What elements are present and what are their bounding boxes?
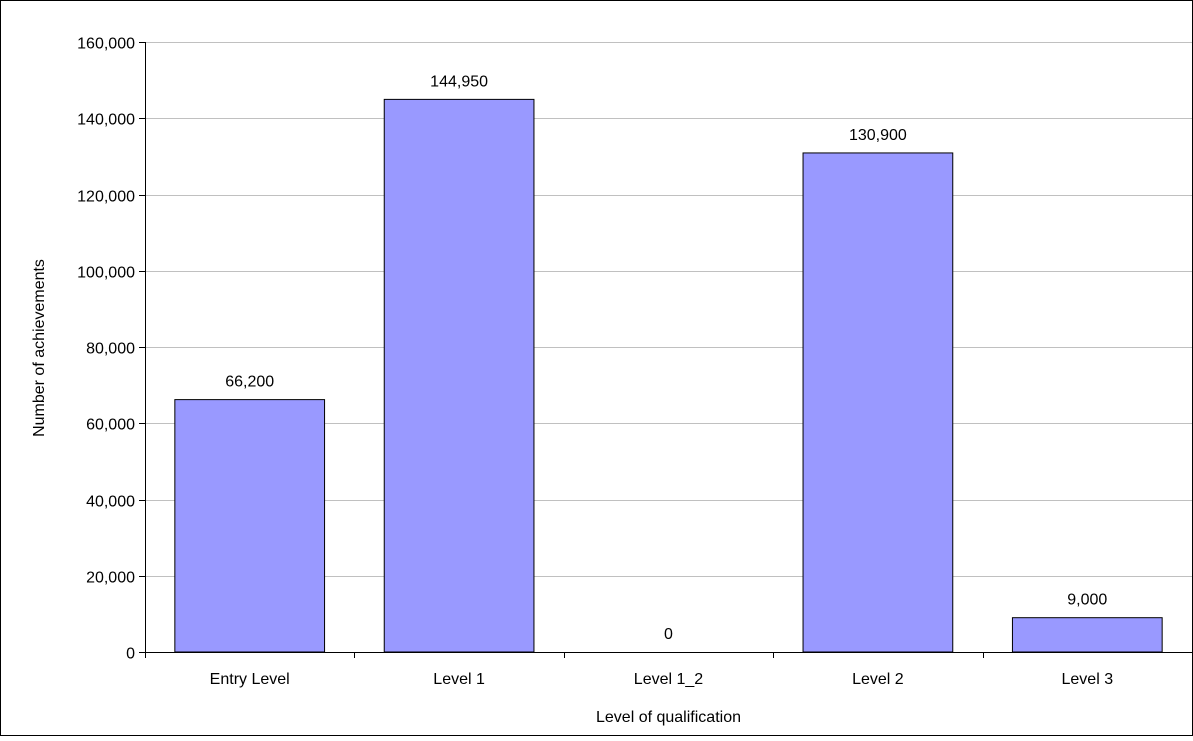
y-tick-label: 100,000	[77, 265, 135, 282]
y-tick-label: 60,000	[86, 417, 135, 434]
bars	[174, 98, 1163, 653]
y-axis-ticks: 0 20,000 40,000 60,000 80,000 100,000 120,000 1…	[77, 36, 145, 663]
bar	[1011, 617, 1163, 653]
data-label: 130,900	[849, 127, 907, 144]
bar	[383, 98, 535, 653]
y-tick-label: 160,000	[77, 36, 135, 53]
x-tick-label: Level 2	[852, 671, 904, 688]
bar	[174, 399, 326, 653]
y-tick-label: 140,000	[77, 112, 135, 129]
x-tick-label: Level 1_2	[634, 671, 703, 688]
axes	[145, 42, 1192, 653]
data-label: 9,000	[1067, 592, 1107, 609]
bar	[802, 152, 954, 653]
data-labels: 66,200 144,950 0 130,900 9,000	[225, 73, 1107, 643]
y-axis-title: Number of achievements	[31, 259, 48, 437]
x-tick-label: Level 1	[433, 671, 485, 688]
x-axis-ticks: Entry Level Level 1 Level 1_2 Level 2 Level …	[145, 652, 1193, 688]
x-tick-label: Entry Level	[210, 671, 290, 688]
y-tick-label: 80,000	[86, 341, 135, 358]
y-tick-label: 120,000	[77, 189, 135, 206]
y-tick-label: 20,000	[86, 570, 135, 587]
data-label: 66,200	[225, 374, 274, 391]
x-tick-label: Level 3	[1062, 671, 1114, 688]
y-tick-label: 0	[126, 646, 135, 663]
data-label: 0	[664, 626, 673, 643]
x-axis-title: Level of qualification	[596, 709, 741, 726]
data-label: 144,950	[430, 73, 488, 90]
y-tick-label: 40,000	[86, 494, 135, 511]
